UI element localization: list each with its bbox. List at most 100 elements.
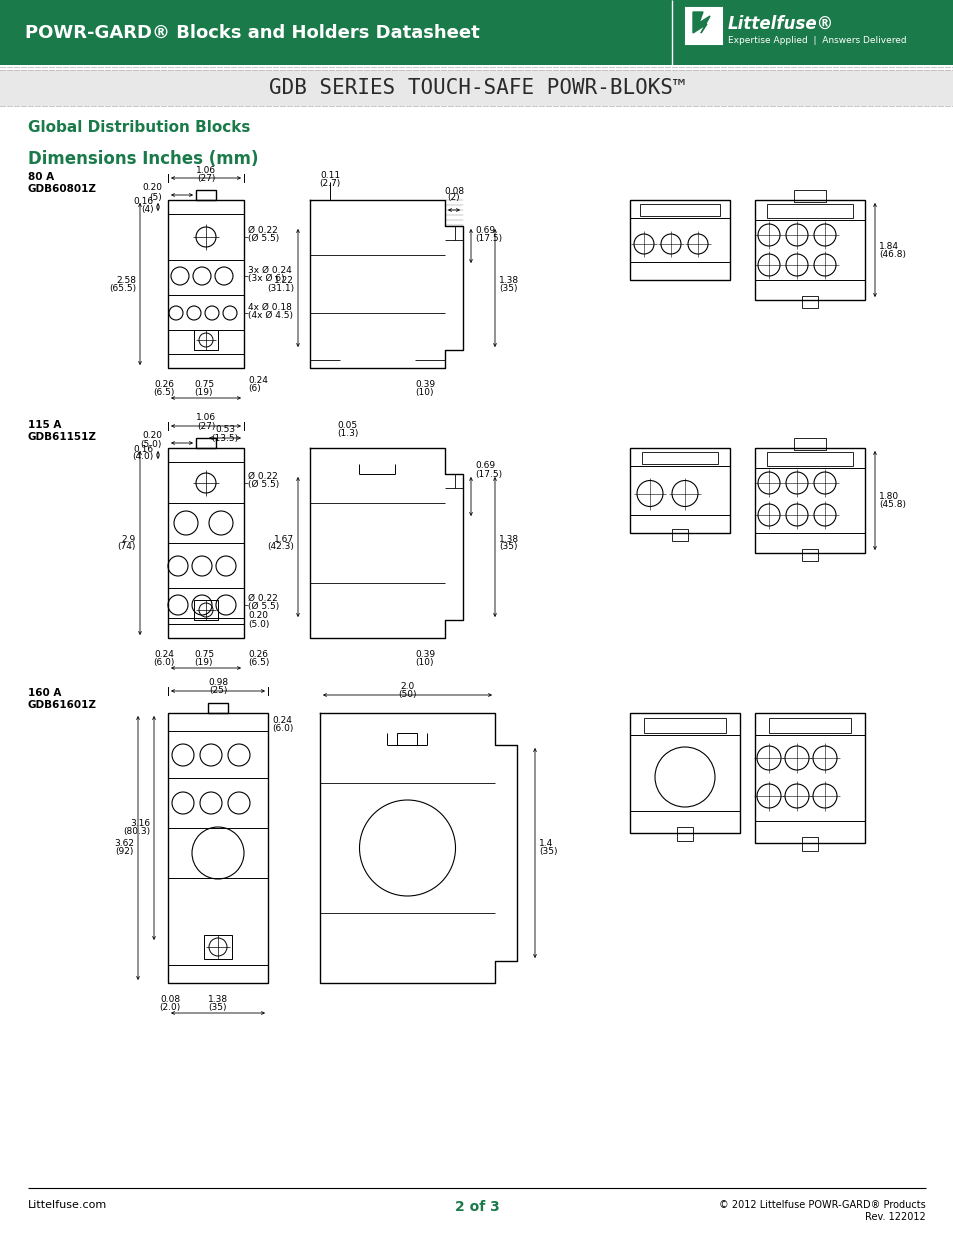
Text: (5.0): (5.0) <box>140 441 162 450</box>
Text: (92): (92) <box>115 847 133 857</box>
Text: (2.7): (2.7) <box>319 179 340 188</box>
Text: 1.38: 1.38 <box>208 995 228 1004</box>
Text: 0.20: 0.20 <box>248 611 268 620</box>
Text: 0.08: 0.08 <box>160 995 180 1004</box>
Text: 1.38: 1.38 <box>498 275 518 284</box>
Bar <box>766 204 852 219</box>
Text: (3x Ø 6): (3x Ø 6) <box>248 273 284 283</box>
Text: 0.53: 0.53 <box>214 426 234 435</box>
Text: 2.9: 2.9 <box>122 535 136 543</box>
Text: 0.20: 0.20 <box>142 183 162 191</box>
Text: (Ø 5.5): (Ø 5.5) <box>248 479 279 489</box>
Text: Expertise Applied  |  Answers Delivered: Expertise Applied | Answers Delivered <box>727 36 905 44</box>
Text: (80.3): (80.3) <box>123 827 150 836</box>
Text: (50): (50) <box>397 690 416 699</box>
Text: (6.5): (6.5) <box>153 388 174 396</box>
Text: 0.24: 0.24 <box>248 375 268 385</box>
Bar <box>685 7 721 44</box>
Text: POWR-GARD® Blocks and Holders Datasheet: POWR-GARD® Blocks and Holders Datasheet <box>25 23 479 42</box>
Text: (6.0): (6.0) <box>153 658 174 667</box>
Bar <box>639 204 720 216</box>
Text: 0.69: 0.69 <box>475 226 495 235</box>
Text: 3x Ø 0.24: 3x Ø 0.24 <box>248 266 292 274</box>
Bar <box>168 965 268 983</box>
Text: 1.80: 1.80 <box>878 492 898 501</box>
Text: 0.26: 0.26 <box>248 650 268 659</box>
Bar <box>793 190 825 203</box>
Text: 3.16: 3.16 <box>130 820 150 829</box>
Bar <box>677 827 692 841</box>
Bar <box>754 200 864 300</box>
Text: (27): (27) <box>196 173 215 183</box>
Text: (42.3): (42.3) <box>267 542 294 552</box>
Text: Littelfuse®: Littelfuse® <box>727 15 833 33</box>
Bar <box>193 600 218 620</box>
Text: (Ø 5.5): (Ø 5.5) <box>248 233 279 242</box>
Text: (27): (27) <box>196 421 215 431</box>
Bar <box>168 624 244 638</box>
Text: (74): (74) <box>117 542 136 552</box>
Text: (2): (2) <box>447 193 460 203</box>
Text: 0.75: 0.75 <box>193 650 213 659</box>
Text: 2.58: 2.58 <box>116 275 136 284</box>
Bar <box>671 529 687 541</box>
Bar <box>193 330 218 350</box>
Text: 0.26: 0.26 <box>153 380 173 389</box>
Text: 0.75: 0.75 <box>193 380 213 389</box>
Text: 0.98: 0.98 <box>208 678 228 688</box>
Bar <box>168 448 244 462</box>
Bar <box>168 200 244 214</box>
Text: 3.62: 3.62 <box>113 840 133 848</box>
Text: (35): (35) <box>498 542 517 552</box>
Text: 1.38: 1.38 <box>498 535 518 543</box>
Text: Ø 0.22: Ø 0.22 <box>248 594 277 603</box>
Text: 0.16: 0.16 <box>133 445 153 453</box>
Bar <box>643 718 725 734</box>
Text: (4x Ø 4.5): (4x Ø 4.5) <box>248 310 293 320</box>
Bar <box>195 438 215 448</box>
Text: 0.08: 0.08 <box>443 186 463 196</box>
Text: 1.84: 1.84 <box>878 242 898 251</box>
Text: (6): (6) <box>248 384 260 393</box>
Text: (35): (35) <box>498 284 517 293</box>
Bar <box>168 713 268 983</box>
Bar <box>168 354 244 368</box>
Bar <box>0 70 953 106</box>
Text: © 2012 Littelfuse POWR-GARD® Products
Rev. 122012: © 2012 Littelfuse POWR-GARD® Products Re… <box>719 1200 925 1221</box>
Text: 0.16: 0.16 <box>133 196 153 205</box>
Bar <box>766 452 852 466</box>
Text: (5): (5) <box>149 193 162 201</box>
Bar <box>168 448 244 638</box>
Text: 0.24: 0.24 <box>272 716 292 725</box>
Text: (19): (19) <box>194 658 213 667</box>
Polygon shape <box>692 12 709 33</box>
Bar <box>629 200 729 280</box>
Text: (4.0): (4.0) <box>132 452 153 462</box>
Bar <box>793 438 825 450</box>
Text: (6.5): (6.5) <box>248 658 269 667</box>
Text: Ø 0.22: Ø 0.22 <box>248 226 277 235</box>
Text: (46.8): (46.8) <box>878 249 905 258</box>
Text: 1.22: 1.22 <box>274 275 294 284</box>
Bar <box>641 452 718 464</box>
Text: (19): (19) <box>194 388 213 396</box>
Text: GDB60801Z: GDB60801Z <box>28 184 97 194</box>
Text: (45.8): (45.8) <box>878 500 905 509</box>
Text: (6.0): (6.0) <box>272 725 294 734</box>
Text: 160 A: 160 A <box>28 688 61 698</box>
Text: (35): (35) <box>538 847 557 857</box>
Text: (2.0): (2.0) <box>159 1003 180 1011</box>
Bar <box>629 448 729 534</box>
Bar <box>768 718 850 734</box>
Bar <box>0 0 953 65</box>
Text: (35): (35) <box>209 1003 227 1011</box>
Bar <box>168 200 244 368</box>
Bar <box>801 837 817 851</box>
Text: 115 A: 115 A <box>28 420 61 430</box>
Bar <box>801 296 817 308</box>
Bar <box>629 713 740 832</box>
Text: (10): (10) <box>416 388 434 396</box>
Text: (65.5): (65.5) <box>109 284 136 293</box>
Text: (1.3): (1.3) <box>336 429 357 438</box>
Text: GDB61601Z: GDB61601Z <box>28 700 97 710</box>
